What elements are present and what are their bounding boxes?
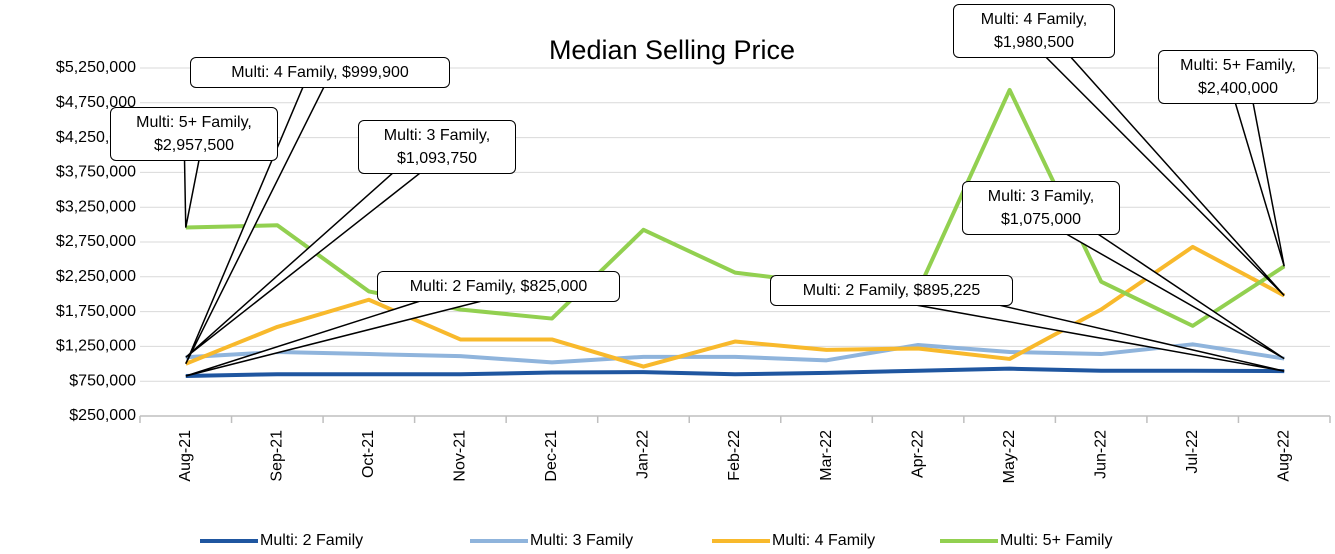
data-label: Multi: 4 Family, $1,980,500 — [953, 4, 1115, 59]
chart-title: Median Selling Price — [549, 35, 795, 65]
legend-label: Multi: 2 Family — [260, 532, 363, 549]
y-tick-label: $1,250,000 — [56, 338, 136, 355]
data-label: Multi: 3 Family, $1,075,000 — [962, 181, 1120, 236]
x-tick-label: Feb-22 — [726, 430, 743, 481]
x-tick-label: May-22 — [1001, 430, 1018, 483]
data-label: Multi: 2 Family, $825,000 — [377, 271, 620, 303]
y-tick-label: $5,250,000 — [56, 59, 136, 76]
x-tick-label: Oct-21 — [360, 430, 377, 478]
y-tick-label: $2,250,000 — [56, 268, 136, 285]
legend-label: Multi: 4 Family — [772, 532, 875, 549]
y-tick-label: $250,000 — [69, 407, 136, 424]
x-tick-label: Aug-22 — [1275, 430, 1292, 482]
series-line — [185, 366, 1285, 378]
y-tick-label: $3,750,000 — [56, 164, 136, 181]
legend-label: Multi: 3 Family — [530, 532, 633, 549]
x-tick-label: Aug-21 — [177, 430, 194, 482]
legend-label: Multi: 5+ Family — [1000, 532, 1112, 549]
y-tick-label: $2,750,000 — [56, 233, 136, 250]
data-label: Multi: 3 Family, $1,093,750 — [358, 120, 516, 175]
series-line — [185, 342, 1285, 365]
y-tick-label: $3,250,000 — [56, 198, 136, 215]
x-tick-label: Jun-22 — [1092, 430, 1109, 479]
x-tick-label: Mar-22 — [818, 430, 835, 481]
series-line — [185, 87, 1286, 328]
y-tick-label: $750,000 — [69, 372, 136, 389]
series-line — [185, 244, 1286, 369]
data-label: Multi: 2 Family, $895,225 — [770, 275, 1013, 307]
x-tick-label: Apr-22 — [909, 430, 926, 478]
x-tick-label: Nov-21 — [452, 430, 469, 482]
y-tick-label: $4,750,000 — [56, 94, 136, 111]
x-tick-label: Dec-21 — [543, 430, 560, 482]
y-tick-label: $1,750,000 — [56, 303, 136, 320]
x-tick-label: Jul-22 — [1184, 430, 1201, 474]
x-tick-label: Sep-21 — [269, 430, 286, 482]
data-label: Multi: 5+ Family, $2,400,000 — [1158, 50, 1318, 105]
x-tick-label: Jan-22 — [635, 430, 652, 479]
data-label: Multi: 4 Family, $999,900 — [190, 57, 450, 89]
data-label: Multi: 5+ Family, $2,957,500 — [110, 107, 278, 162]
